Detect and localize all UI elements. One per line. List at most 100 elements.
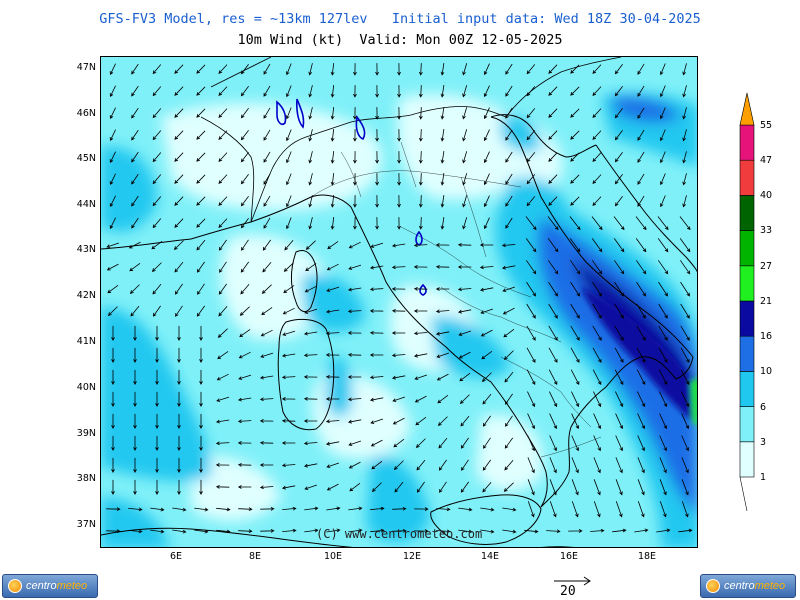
wind-arrow — [593, 391, 602, 408]
wind-arrow — [259, 441, 274, 445]
wind-arrow — [636, 281, 646, 297]
wind-arrow — [660, 63, 666, 76]
wind-arrow — [263, 173, 271, 185]
wind-arrow — [397, 129, 401, 142]
wind-arrow — [526, 196, 536, 207]
borders — [200, 57, 622, 223]
wind-arrow — [303, 353, 318, 358]
wind-arrow — [462, 85, 468, 98]
wind-arrow — [416, 481, 425, 493]
wind-arrow — [527, 413, 536, 430]
wind-arrow — [305, 263, 317, 272]
wind-arrow — [111, 325, 115, 341]
wind-arrow — [325, 375, 340, 379]
wind-arrow — [394, 481, 404, 493]
wind-arrow — [525, 216, 537, 231]
wind-arrow — [414, 374, 428, 380]
wind-arrow — [152, 86, 162, 97]
wind-arrow — [637, 195, 645, 207]
wind-arrow — [414, 529, 429, 533]
wind-arrow — [199, 391, 203, 407]
wind-arrow — [305, 240, 316, 250]
wind-arrow — [369, 375, 384, 380]
wind-arrow — [413, 353, 428, 358]
wind-arrow — [196, 218, 206, 228]
wind-arrow — [659, 457, 667, 474]
wind-arrow — [304, 308, 318, 314]
wind-arrow — [308, 63, 313, 76]
centrometeo-logo-left[interactable]: centrometeo — [2, 574, 98, 598]
wind-arrow — [155, 369, 159, 385]
wind-arrow — [549, 391, 558, 408]
wind-arrow — [370, 242, 384, 248]
wind-arrow — [199, 369, 203, 385]
wind-arrow — [592, 64, 602, 75]
wind-arrow — [546, 529, 561, 534]
wind-arrow — [460, 437, 469, 449]
wind-arrow — [418, 195, 423, 208]
wind-arrow — [308, 217, 313, 230]
legend-box — [739, 230, 755, 267]
wind-arrow — [549, 457, 557, 474]
wind-arrow — [369, 353, 384, 357]
wind-arrow — [458, 330, 472, 336]
logo-text-suffix: meteo — [56, 580, 88, 592]
wind-arrow — [416, 459, 426, 471]
wind-arrow — [614, 64, 623, 75]
wind-arrow — [281, 397, 296, 401]
wind-arrow — [347, 353, 362, 357]
wind-arrow — [152, 108, 162, 119]
wind-arrow — [483, 173, 490, 186]
wind-arrow — [218, 283, 228, 295]
wind-arrow — [196, 239, 206, 251]
wind-arrow — [152, 130, 162, 141]
wind-arrow — [150, 507, 165, 512]
wind-arrow — [459, 394, 470, 404]
wind-arrow — [196, 305, 206, 317]
wind-arrow — [436, 529, 451, 534]
wind-arrow — [615, 479, 623, 496]
wind-arrow — [131, 217, 139, 229]
wind-arrow — [570, 64, 580, 74]
wind-arrow — [635, 238, 647, 253]
wind-arrow — [106, 263, 119, 271]
wind-arrow — [199, 479, 203, 495]
wind-arrow — [196, 152, 206, 162]
wind-arrow — [660, 195, 666, 208]
wind-arrow — [152, 283, 162, 295]
wind-arrow — [152, 305, 161, 317]
wind-arrow — [172, 507, 187, 512]
wind-arrow — [326, 528, 341, 533]
wind-arrow — [592, 152, 602, 163]
wind-arrow — [109, 129, 116, 142]
wind-arrow — [240, 261, 250, 273]
legend-label-47: 47 — [760, 155, 773, 166]
wind-arrow — [218, 305, 228, 317]
legend-label-40: 40 — [760, 190, 773, 201]
centrometeo-logo-right[interactable]: centrometeo — [700, 574, 796, 598]
wind-arrow — [282, 330, 296, 336]
wind-arrow — [152, 152, 162, 163]
wind-arrow — [281, 353, 296, 358]
wind-arrow — [303, 331, 318, 336]
wind-arrow — [637, 479, 645, 496]
wind-arrow — [397, 85, 401, 98]
wind-arrow — [371, 460, 383, 470]
wind-arrow — [635, 216, 647, 231]
wind-arrow — [172, 529, 187, 534]
wind-arrow — [109, 151, 116, 164]
wind-arrow — [325, 309, 340, 314]
wind-arrow — [659, 479, 667, 496]
wind-arrow — [263, 85, 271, 97]
coastlines — [101, 114, 697, 547]
wind-arrow — [304, 285, 317, 293]
wind-arrow — [216, 529, 231, 534]
wind-arrow — [326, 483, 339, 491]
wind-arrow — [593, 413, 602, 430]
wind-arrow — [219, 261, 227, 273]
wind-arrow — [526, 64, 536, 75]
wind-arrow — [548, 130, 558, 140]
wind-arrow — [637, 391, 646, 408]
wind-arrow — [199, 325, 203, 341]
lat-label-38n: 38N — [76, 473, 96, 484]
